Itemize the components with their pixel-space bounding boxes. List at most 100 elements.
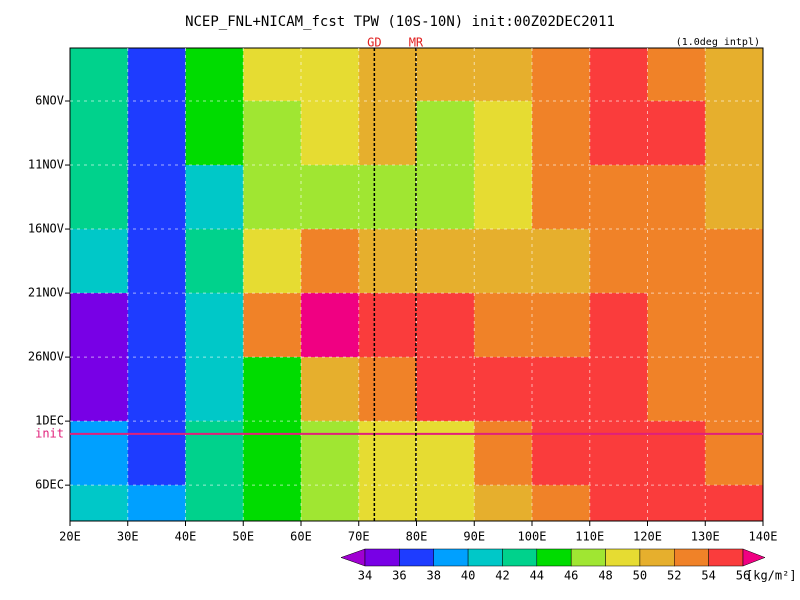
colorbar-box [502, 548, 538, 567]
heat-cell [647, 229, 706, 294]
heat-cell [589, 293, 648, 358]
x-tick-label: 100E [518, 530, 547, 544]
colorbar-low [340, 548, 366, 567]
heat-cell [474, 165, 533, 230]
heat-cell [589, 421, 648, 486]
heat-cell [185, 165, 244, 230]
heat-cell [474, 485, 533, 522]
colorbar-box [605, 548, 641, 567]
heat-cell [532, 293, 591, 358]
heat-cell [70, 48, 129, 102]
heat-cell [416, 293, 475, 358]
heat-cell [532, 421, 591, 486]
heat-cell [532, 48, 591, 102]
colorbar-box [570, 548, 606, 567]
heat-cell [127, 165, 186, 230]
heat-cell [243, 421, 302, 486]
heat-cell [647, 101, 706, 166]
heat-cell [243, 485, 302, 522]
heat-cell [532, 165, 591, 230]
colorbar-unit: [kg/m²] [746, 569, 797, 583]
heat-cell [474, 293, 533, 358]
heat-cell [243, 229, 302, 294]
heat-cell [185, 485, 244, 522]
colorbar-label: 38 [427, 569, 441, 583]
heat-cell [185, 293, 244, 358]
heat-cell [416, 485, 475, 522]
heat-cell [185, 48, 244, 102]
heat-cell [705, 48, 764, 102]
x-tick-label: 30E [117, 530, 139, 544]
colorbar-label: 54 [701, 569, 715, 583]
heat-cell [301, 48, 360, 102]
x-tick-label: 20E [59, 530, 81, 544]
heat-cell [416, 421, 475, 486]
x-tick-label: 90E [463, 530, 485, 544]
heat-cell [532, 485, 591, 522]
heat-cell [589, 485, 648, 522]
heat-cell [127, 421, 186, 486]
y-tick-label: 26NOV [28, 350, 64, 364]
chart-title: NCEP_FNL+NICAM_fcst TPW (10S-10N) init:0… [185, 14, 615, 30]
heat-cell [301, 101, 360, 166]
heat-cell [127, 48, 186, 102]
heat-cell [243, 293, 302, 358]
heat-cell [185, 101, 244, 166]
x-tick-label: 130E [691, 530, 720, 544]
heat-cell [243, 101, 302, 166]
colorbar-label: 50 [633, 569, 647, 583]
init-label: init [35, 426, 64, 440]
colorbar-box [433, 548, 469, 567]
heat-cell [474, 421, 533, 486]
heat-cell [416, 165, 475, 230]
heat-cell [474, 229, 533, 294]
heat-cell [647, 421, 706, 486]
heat-cell [647, 293, 706, 358]
heat-cell [127, 293, 186, 358]
heat-cell [589, 357, 648, 422]
heat-cell [301, 421, 360, 486]
heat-cell [589, 101, 648, 166]
colorbar-label: 34 [358, 569, 372, 583]
y-tick-label: 11NOV [28, 158, 64, 172]
colorbar-box [364, 548, 400, 567]
heat-cell [358, 229, 417, 294]
heat-cell [532, 357, 591, 422]
heat-cell [647, 48, 706, 102]
heat-cell [589, 165, 648, 230]
x-tick-label: 80E [406, 530, 428, 544]
heat-cell [301, 229, 360, 294]
heat-cell [647, 165, 706, 230]
heat-cell [358, 48, 417, 102]
colorbar-label: 52 [667, 569, 681, 583]
heat-cell [243, 48, 302, 102]
heat-cell [185, 421, 244, 486]
y-tick-label: 21NOV [28, 286, 64, 300]
y-tick-label: 16NOV [28, 222, 64, 236]
colorbar-box [639, 548, 675, 567]
heat-cell [301, 357, 360, 422]
heat-cell [647, 485, 706, 522]
heat-cell [301, 485, 360, 522]
y-tick-label: 1DEC [35, 414, 64, 428]
heat-cell [474, 101, 533, 166]
heat-cell [358, 101, 417, 166]
heat-cell [301, 293, 360, 358]
colorbar-label: 48 [598, 569, 612, 583]
heat-cell [358, 421, 417, 486]
heat-cell [358, 485, 417, 522]
heat-cell [416, 48, 475, 102]
heat-cell [647, 357, 706, 422]
heat-cell [70, 357, 129, 422]
heat-cell [705, 165, 764, 230]
heat-cell [70, 229, 129, 294]
heat-cell [70, 101, 129, 166]
heat-cell [705, 229, 764, 294]
colorbar-high [742, 548, 766, 567]
y-tick-label: 6DEC [35, 478, 64, 492]
colorbar-box [467, 548, 503, 567]
colorbar-box [399, 548, 434, 567]
heat-cell [532, 229, 591, 294]
heat-cell [705, 421, 764, 486]
